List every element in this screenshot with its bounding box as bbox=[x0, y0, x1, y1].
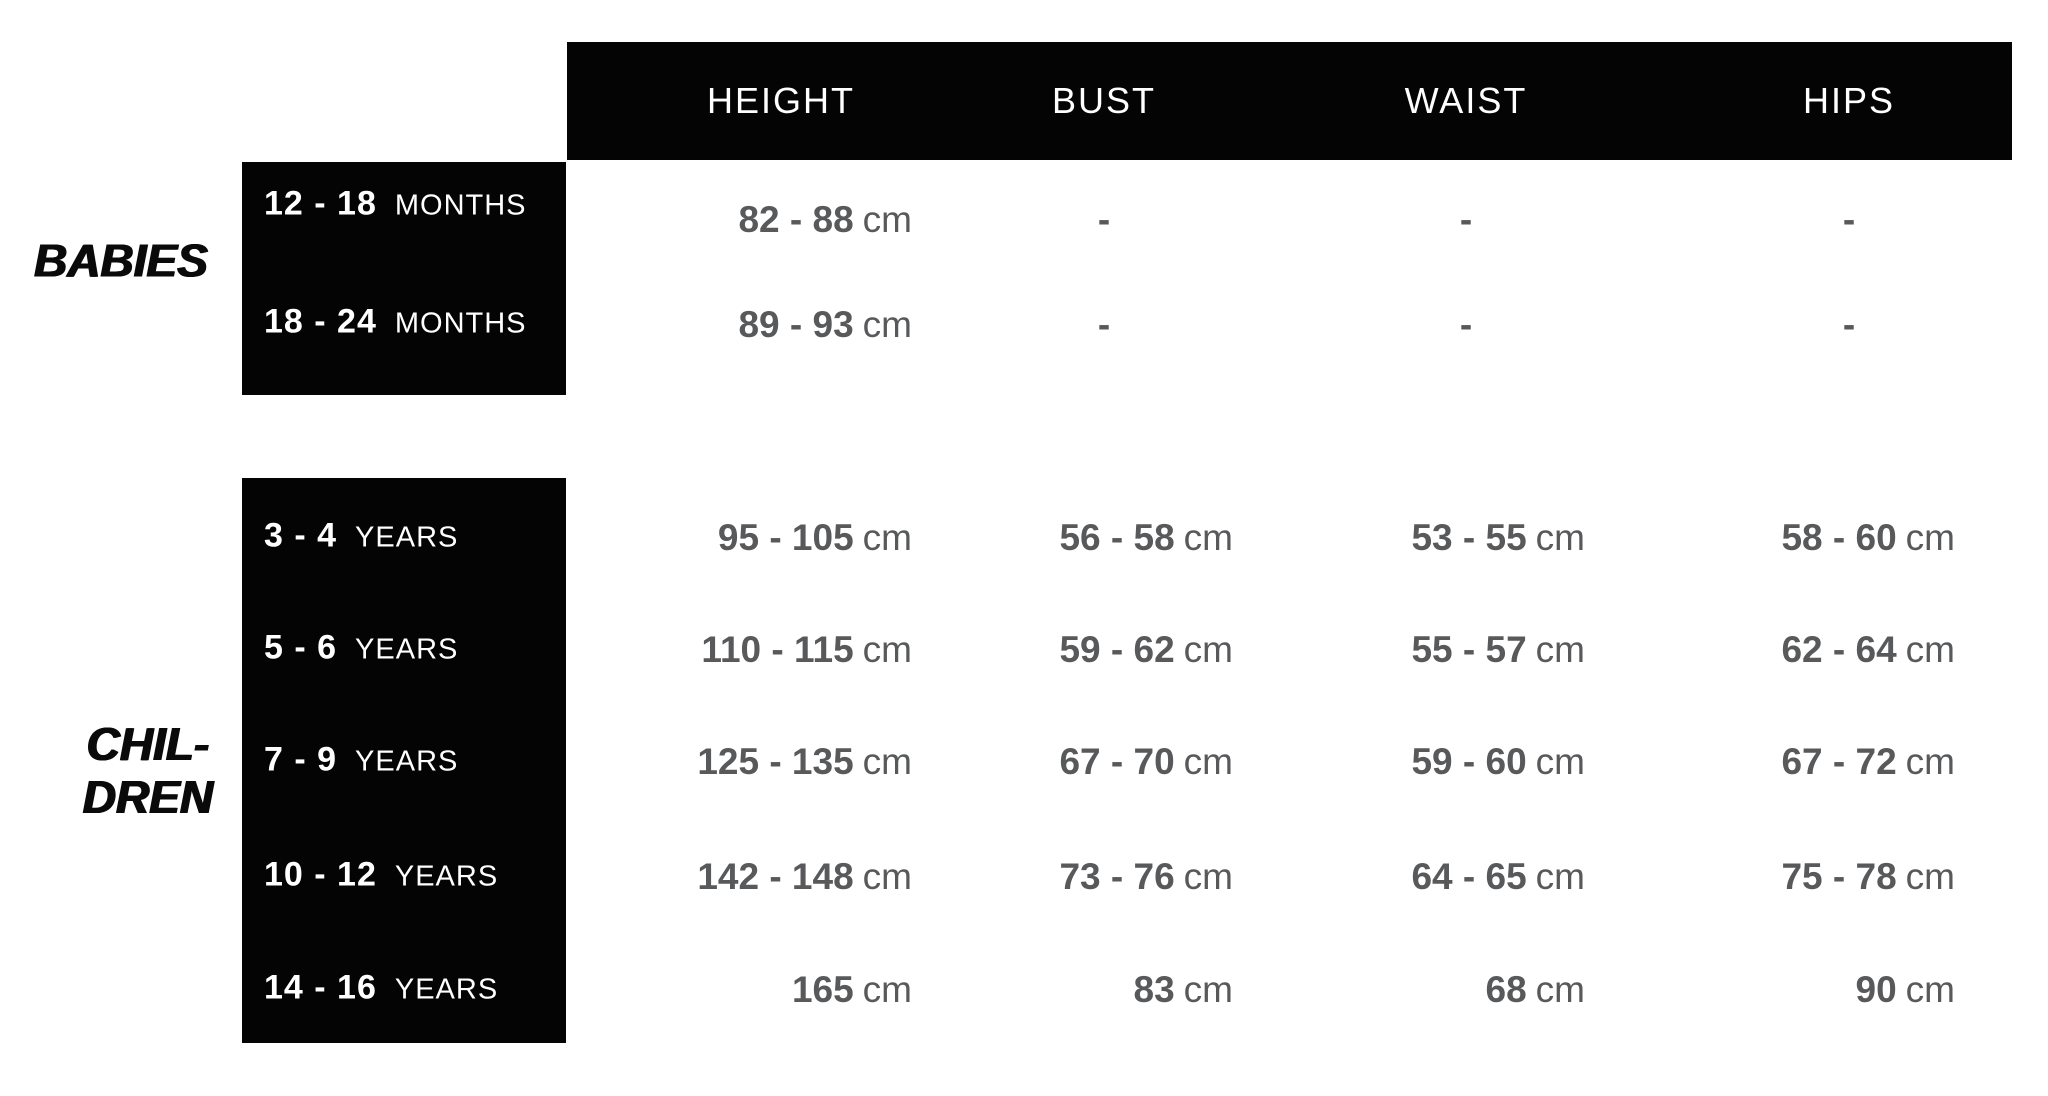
height-value: 142 - 148 cm bbox=[697, 856, 912, 897]
age-label: 5 - 6 YEARS bbox=[264, 628, 459, 667]
age-label: 14 - 16 YEARS bbox=[264, 968, 499, 1007]
height-value: 89 - 93 cm bbox=[738, 304, 912, 345]
column-header-waist: WAIST bbox=[1404, 80, 1528, 121]
age-label: 7 - 9 YEARS bbox=[264, 740, 459, 779]
section-label-babies: BABIES bbox=[34, 234, 208, 287]
hips-value: - bbox=[1842, 199, 1856, 240]
waist-value: 64 - 65 cm bbox=[1411, 856, 1585, 897]
age-label: 10 - 12 YEARS bbox=[264, 855, 499, 894]
bust-value: 73 - 76 cm bbox=[1059, 856, 1233, 897]
section-label-children-line1: CHIL- bbox=[86, 718, 210, 770]
hips-value: 62 - 64 cm bbox=[1781, 629, 1955, 670]
waist-value: 55 - 57 cm bbox=[1411, 629, 1585, 670]
age-label: 18 - 24 MONTHS bbox=[264, 302, 527, 341]
section-label-children-line2: DREN bbox=[82, 771, 214, 823]
waist-value: - bbox=[1459, 199, 1473, 240]
height-value: 110 - 115 cm bbox=[701, 629, 912, 670]
babies-age-box bbox=[242, 162, 566, 395]
bust-value: 67 - 70 cm bbox=[1059, 741, 1233, 782]
section-label-children: CHIL- DREN bbox=[0, 718, 296, 824]
bust-value: 83 cm bbox=[1133, 969, 1233, 1010]
bust-value: 59 - 62 cm bbox=[1059, 629, 1233, 670]
hips-value: 90 cm bbox=[1855, 969, 1955, 1010]
height-value: 95 - 105 cm bbox=[717, 517, 912, 558]
bust-value: - bbox=[1097, 199, 1111, 240]
waist-value: - bbox=[1459, 304, 1473, 345]
height-value: 165 cm bbox=[791, 969, 912, 1010]
age-label: 12 - 18 MONTHS bbox=[264, 184, 527, 223]
column-header-height: HEIGHT bbox=[706, 80, 856, 121]
hips-value: 75 - 78 cm bbox=[1781, 856, 1955, 897]
waist-value: 68 cm bbox=[1485, 969, 1585, 1010]
hips-value: 58 - 60 cm bbox=[1781, 517, 1955, 558]
bust-value: - bbox=[1097, 304, 1111, 345]
children-age-box bbox=[242, 478, 566, 1043]
hips-value: - bbox=[1842, 304, 1856, 345]
column-header-hips: HIPS bbox=[1802, 80, 1896, 121]
height-value: 125 - 135 cm bbox=[697, 741, 912, 782]
age-label: 3 - 4 YEARS bbox=[264, 516, 459, 555]
table-header-bar: HEIGHT BUST WAIST HIPS bbox=[567, 42, 2012, 160]
hips-value: 67 - 72 cm bbox=[1781, 741, 1955, 782]
height-value: 82 - 88 cm bbox=[738, 199, 912, 240]
waist-value: 53 - 55 cm bbox=[1411, 517, 1585, 558]
bust-value: 56 - 58 cm bbox=[1059, 517, 1233, 558]
waist-value: 59 - 60 cm bbox=[1411, 741, 1585, 782]
column-header-bust: BUST bbox=[1051, 80, 1157, 121]
